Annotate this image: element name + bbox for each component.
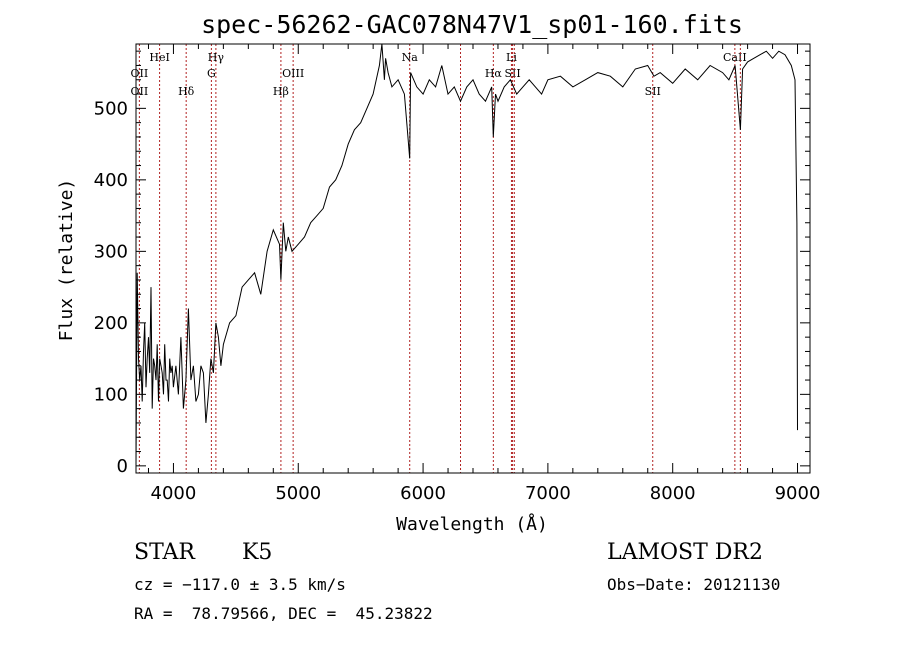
x-tick-label: 8000: [650, 483, 696, 504]
line-marker-label: OIII: [282, 67, 304, 80]
ra-dec: RA = 78.79566, DEC = 45.23822: [134, 604, 433, 623]
x-tick-label: 7000: [525, 483, 571, 504]
y-tick-label: 300: [94, 241, 128, 262]
chart-title: spec-56262-GAC078N47V1_sp01-160.fits: [201, 10, 743, 39]
y-tick-label: 400: [94, 170, 128, 191]
object-subclass: K5: [242, 540, 273, 565]
y-tick-label: 0: [117, 456, 128, 477]
x-tick-label: 6000: [400, 483, 446, 504]
y-tick-label: 200: [94, 313, 128, 334]
y-axis-ticks: 0 100 200 300 400 500: [94, 50, 810, 477]
line-marker-label: Li: [506, 51, 517, 64]
line-marker-label: OII: [131, 85, 149, 98]
survey-name: LAMOST DR2: [607, 540, 763, 565]
object-class: STAR: [134, 540, 195, 565]
line-marker-label: Hβ: [273, 85, 289, 98]
spectrum-line: [135, 43, 798, 466]
line-marker-label: CaII: [723, 51, 747, 64]
obs-date: Obs−Date: 20121130: [607, 575, 781, 594]
line-marker-label: Na: [402, 51, 419, 64]
line-marker-label: Hα: [485, 67, 503, 80]
plot-frame: [135, 43, 811, 474]
line-marker-label: HeI: [149, 51, 169, 64]
redshift-text: cz = −117.0 ± 3.5 km/s: [134, 575, 346, 594]
line-marker-label: Hγ: [208, 51, 225, 64]
x-tick-label: 9000: [775, 483, 821, 504]
line-marker-label: SII: [645, 85, 661, 98]
x-tick-label: 5000: [275, 483, 321, 504]
y-tick-label: 500: [94, 98, 128, 119]
x-axis-ticks: 4000 5000 6000 7000 8000 9000: [147, 44, 821, 504]
y-tick-label: 100: [94, 384, 128, 405]
x-axis-label: Wavelength (Å): [396, 513, 548, 535]
y-axis-label: Flux (relative): [56, 179, 77, 342]
line-marker-label: G: [207, 67, 216, 80]
line-marker-label: SII: [504, 67, 520, 80]
line-marker-label: Hδ: [178, 85, 195, 98]
line-marker-label: OII: [131, 67, 149, 80]
x-tick-label: 4000: [151, 483, 197, 504]
